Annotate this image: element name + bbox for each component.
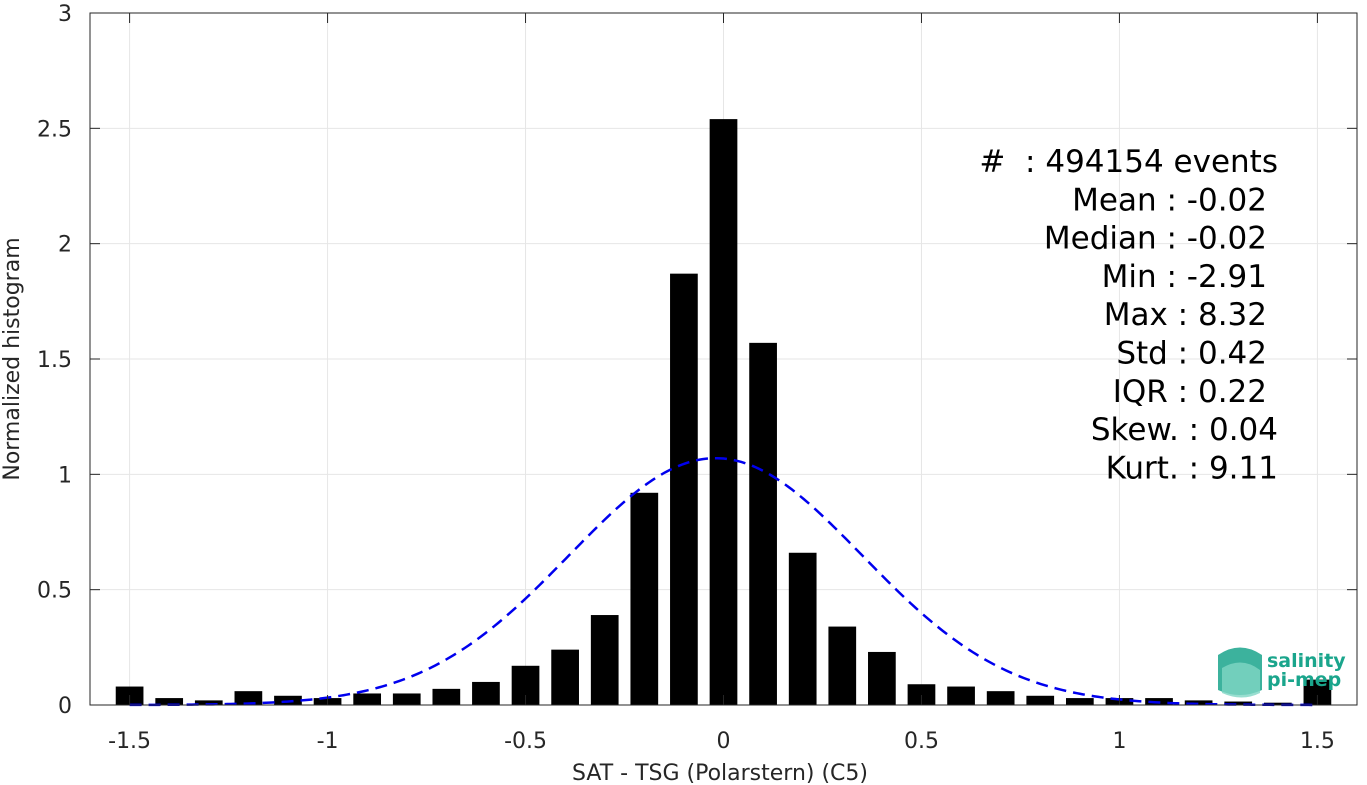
x-tick-label: 1.5	[1300, 729, 1335, 754]
histogram-bar	[907, 684, 936, 705]
x-axis-label: SAT - TSG (Polarstern) (C5)	[572, 761, 868, 785]
stat-line: Mean : -0.02	[1072, 182, 1267, 218]
stat-line: Min : -2.91	[1102, 259, 1267, 295]
histogram-bar	[551, 649, 579, 705]
x-tick-label: -1	[317, 729, 339, 754]
stat-line: Max : 8.32	[1104, 297, 1267, 333]
histogram-bar	[155, 698, 184, 705]
y-tick-label: 3	[58, 2, 72, 27]
histogram-bar	[432, 688, 461, 705]
histogram-bar	[234, 691, 263, 705]
histogram-bar	[1065, 698, 1094, 705]
histogram-bar	[472, 681, 500, 705]
x-tick-label: -0.5	[504, 729, 547, 754]
histogram-bar	[868, 651, 896, 705]
logo-line1: salinity	[1267, 650, 1346, 672]
y-tick-label: 0	[58, 694, 72, 719]
histogram-bar	[788, 552, 817, 705]
logo-line2: pi-mep	[1267, 669, 1341, 691]
histogram-bar	[749, 342, 777, 705]
y-tick-label: 2	[58, 233, 72, 258]
y-axis-label: Normalized histogram	[0, 237, 25, 480]
stat-line: Skew. : 0.04	[1091, 412, 1278, 448]
stat-line: Kurt. : 9.11	[1106, 450, 1278, 486]
y-tick-labels: 0 0.5 1 1.5 2 2.5 3	[37, 2, 72, 719]
histogram-bar	[392, 693, 421, 705]
bars	[115, 119, 1332, 705]
stat-line: # : 494154 events	[979, 144, 1278, 180]
histogram-bar	[590, 615, 619, 705]
logo-wave-icon-light	[1222, 662, 1260, 698]
x-tick-label: 0	[717, 729, 731, 754]
x-tick-labels: -1.5 -1 -0.5 0 0.5 1 1.5	[108, 729, 1335, 754]
histogram-bar	[947, 686, 975, 705]
histogram-bar	[1224, 701, 1253, 705]
y-tick-label: 0.5	[37, 579, 72, 604]
x-tick-label: -1.5	[108, 729, 151, 754]
histogram-bar	[630, 492, 659, 705]
histogram-bar	[353, 693, 382, 705]
stat-line: Median : -0.02	[1044, 221, 1267, 257]
histogram-bar	[1263, 702, 1292, 705]
y-tick-label: 1.5	[37, 348, 72, 373]
histogram-bar	[1026, 695, 1055, 705]
stat-line: IQR : 0.22	[1113, 374, 1267, 410]
y-tick-label: 2.5	[37, 117, 72, 142]
histogram-bar	[1184, 700, 1213, 705]
axes-frame	[89, 12, 1358, 706]
salinity-pi-mep-logo: salinity pi-mep	[1218, 647, 1346, 698]
histogram-bar	[670, 273, 698, 705]
stat-line: Std : 0.42	[1116, 336, 1267, 372]
x-tick-label: 0.5	[904, 729, 939, 754]
histogram-bar	[709, 119, 738, 705]
histogram-bar	[986, 691, 1015, 705]
x-tick-label: 1	[1112, 729, 1126, 754]
y-tick-label: 1	[58, 463, 72, 488]
histogram-bar	[828, 626, 857, 705]
histogram-bar	[194, 700, 223, 705]
